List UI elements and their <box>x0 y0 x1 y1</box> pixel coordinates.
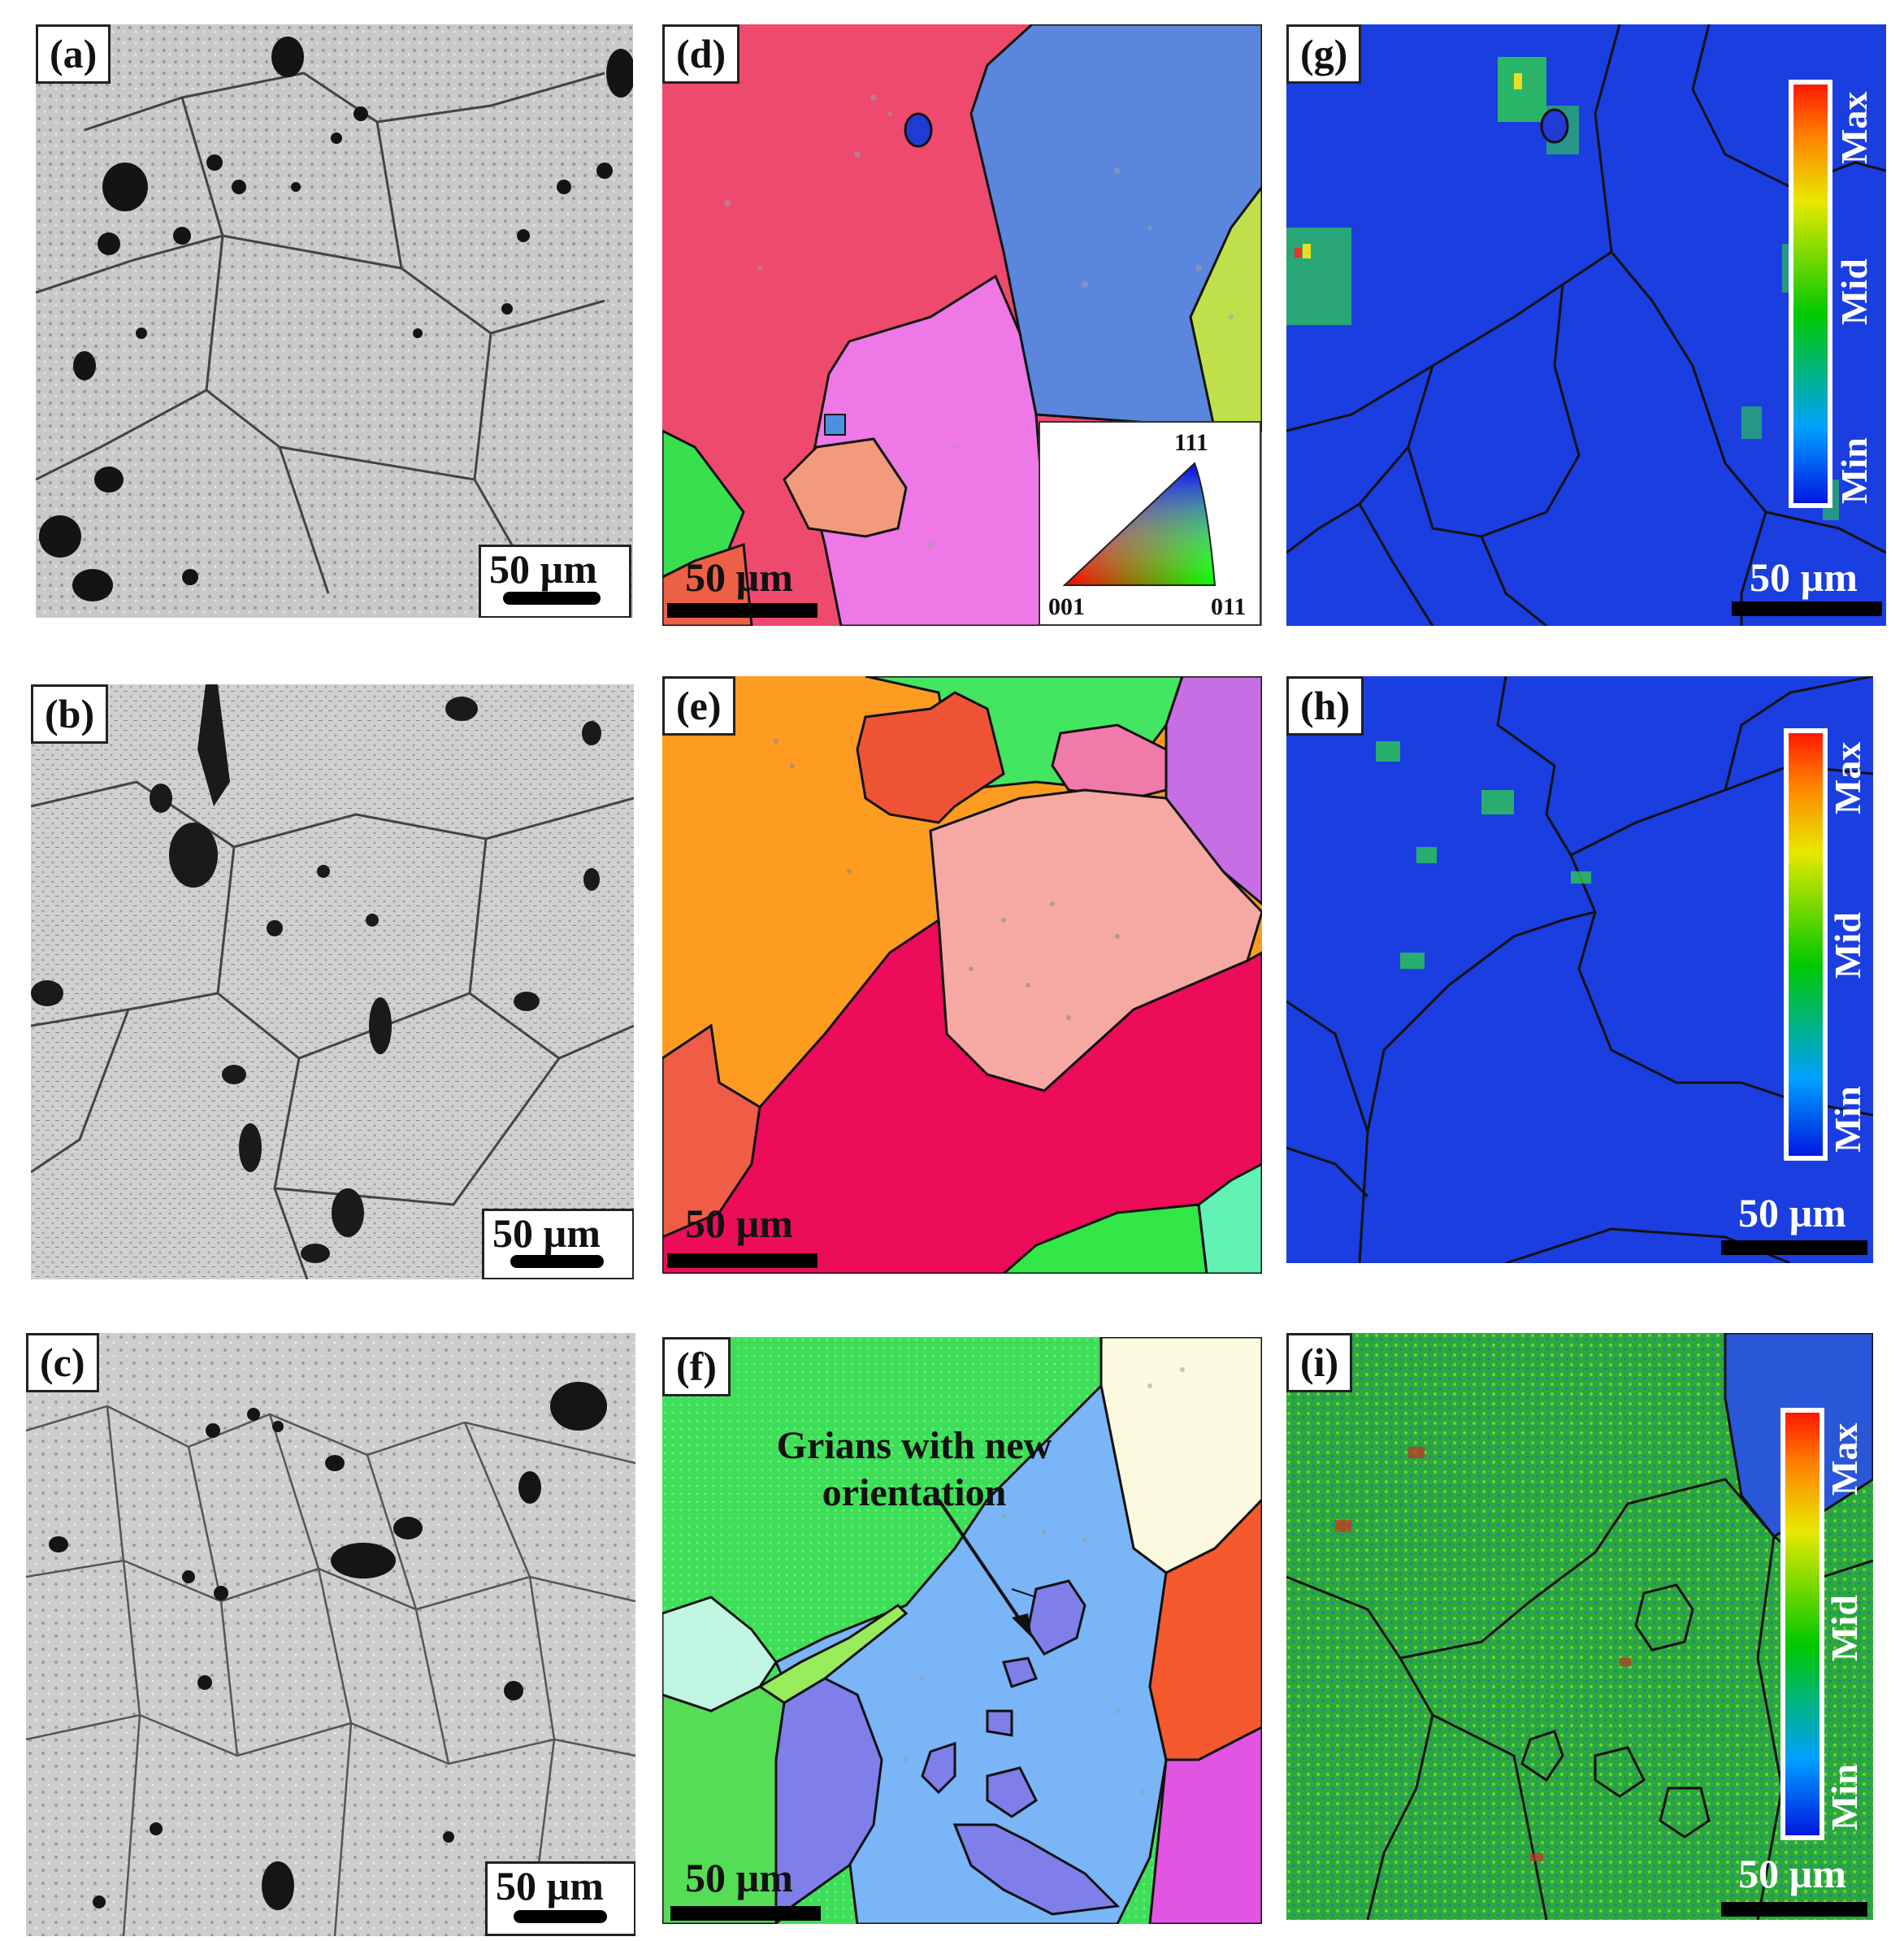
scale-bar-box-c <box>485 1861 635 1936</box>
scale-bar-f <box>670 1906 821 1921</box>
panel-i: (i) Max Mid Min 50 µm <box>1286 1333 1873 1920</box>
micrograph-a <box>36 24 633 618</box>
colorbar-mid-g: Mid <box>1833 258 1875 325</box>
panel-label-h: (h) <box>1286 676 1364 736</box>
panel-label-f: (f) <box>662 1337 731 1396</box>
ipf-color-key: 111 001 011 <box>1039 421 1261 626</box>
scale-bar-a <box>503 592 601 605</box>
annotation-new-grains: Grians with new orientation <box>739 1422 1089 1516</box>
annotation-arrow <box>937 1498 1032 1638</box>
kam-colorbar-h <box>1784 728 1828 1161</box>
kam-colorbar-i <box>1780 1408 1824 1840</box>
kam-map-g <box>1286 24 1886 626</box>
colorbar-mid-i: Mid <box>1824 1595 1865 1661</box>
panel-c: (c) 50 µm <box>26 1333 635 1936</box>
scale-bar-b <box>510 1255 604 1268</box>
scale-bar-label-h: 50 µm <box>1738 1190 1846 1235</box>
colorbar-min-g: Min <box>1833 437 1875 504</box>
colorbar-max-h: Max <box>1827 741 1868 814</box>
ipf-label-001: 001 <box>1048 593 1085 620</box>
colorbar-mid-h: Mid <box>1827 912 1868 979</box>
colorbar-max-g: Max <box>1833 91 1875 164</box>
scale-bar-e <box>667 1253 818 1268</box>
ipf-label-111: 111 <box>1174 429 1208 456</box>
panel-label-a: (a) <box>36 24 111 84</box>
scale-bar-label-i: 50 µm <box>1738 1851 1846 1896</box>
scale-bar-label-a: 50 µm <box>489 546 597 592</box>
colorbar-min-i: Min <box>1824 1764 1865 1830</box>
scale-bar-i <box>1721 1902 1867 1917</box>
panel-label-e: (e) <box>662 676 735 736</box>
kam-map-h <box>1286 676 1873 1263</box>
annotation-line-1: Grians with new <box>776 1424 1052 1467</box>
kam-colorbar-g <box>1789 80 1832 508</box>
panel-d: (d) 50 µm 111 001 011 <box>662 24 1262 626</box>
scale-bar-label-e: 50 µm <box>685 1201 793 1246</box>
scale-bar-d <box>667 603 818 618</box>
kam-map-i <box>1286 1333 1873 1920</box>
ipf-map-f <box>662 1337 1262 1924</box>
micrograph-c <box>26 1333 635 1936</box>
panel-f: (f) Grians with new orientation 50 µm <box>662 1337 1262 1924</box>
panel-e: (e) 50 µm <box>662 676 1262 1274</box>
micrograph-b <box>31 684 634 1279</box>
colorbar-max-i: Max <box>1824 1422 1865 1496</box>
panel-h: (h) Max Mid Min 50 µm <box>1286 676 1873 1263</box>
scale-bar-label-f: 50 µm <box>685 1855 793 1900</box>
panel-label-i: (i) <box>1286 1333 1353 1392</box>
ipf-triangle <box>1062 462 1217 586</box>
colorbar-min-h: Min <box>1827 1086 1868 1153</box>
panel-label-d: (d) <box>662 24 740 84</box>
ipf-map-e <box>662 676 1262 1274</box>
annotation-line-2: orientation <box>822 1470 1007 1514</box>
panel-label-c: (c) <box>26 1333 99 1392</box>
scale-bar-label-d: 50 µm <box>685 554 793 600</box>
scale-bar-label-g: 50 µm <box>1750 554 1858 600</box>
scale-bar-h <box>1721 1240 1867 1255</box>
panel-g: (g) Max Mid Min 50 µm <box>1286 24 1886 626</box>
scale-bar-c <box>514 1910 607 1923</box>
panel-b: (b) 50 µm <box>31 684 634 1279</box>
scale-bar-box-a <box>479 545 631 618</box>
panel-label-b: (b) <box>31 684 109 744</box>
ipf-label-011: 011 <box>1211 593 1247 620</box>
scale-bar-label-c: 50 µm <box>496 1863 604 1908</box>
panel-label-g: (g) <box>1286 24 1362 84</box>
panel-a: (a) 50 µm <box>36 24 633 618</box>
scale-bar-label-b: 50 µm <box>492 1210 601 1256</box>
scale-bar-g <box>1732 601 1882 616</box>
